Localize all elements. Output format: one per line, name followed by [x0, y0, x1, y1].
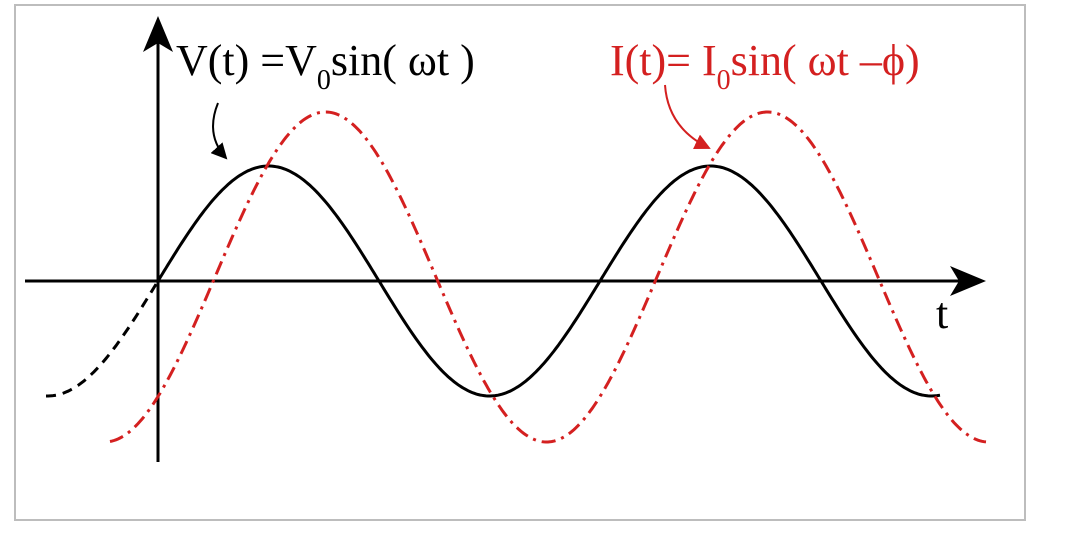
- voltage-pointer: [210, 102, 228, 160]
- current-pointer: [664, 84, 711, 150]
- current-label: I(t)= I0sin( ωt –ϕ): [610, 36, 920, 96]
- axis-label: t: [936, 289, 948, 338]
- voltage-wave: [156, 164, 941, 398]
- current-wave: [109, 110, 987, 444]
- voltage-label: V(t) =V0sin( ωt ): [176, 36, 475, 96]
- voltage-extension: [46, 280, 160, 398]
- frame: [14, 4, 1026, 521]
